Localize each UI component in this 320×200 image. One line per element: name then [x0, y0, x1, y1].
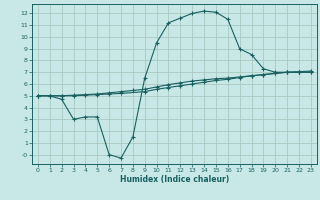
X-axis label: Humidex (Indice chaleur): Humidex (Indice chaleur)	[120, 175, 229, 184]
